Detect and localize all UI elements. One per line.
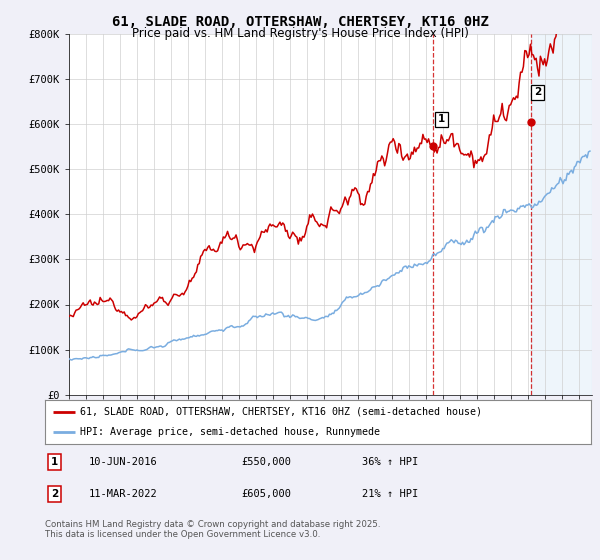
Text: 10-JUN-2016: 10-JUN-2016 xyxy=(89,457,157,467)
Text: 21% ↑ HPI: 21% ↑ HPI xyxy=(362,489,418,500)
Text: 2: 2 xyxy=(51,489,58,500)
Text: £605,000: £605,000 xyxy=(242,489,292,500)
Text: 61, SLADE ROAD, OTTERSHAW, CHERTSEY, KT16 0HZ (semi-detached house): 61, SLADE ROAD, OTTERSHAW, CHERTSEY, KT1… xyxy=(80,407,482,417)
Text: 61, SLADE ROAD, OTTERSHAW, CHERTSEY, KT16 0HZ: 61, SLADE ROAD, OTTERSHAW, CHERTSEY, KT1… xyxy=(112,15,488,29)
Text: Contains HM Land Registry data © Crown copyright and database right 2025.
This d: Contains HM Land Registry data © Crown c… xyxy=(45,520,380,539)
Text: 1: 1 xyxy=(438,114,445,124)
Text: 11-MAR-2022: 11-MAR-2022 xyxy=(89,489,157,500)
Text: Price paid vs. HM Land Registry's House Price Index (HPI): Price paid vs. HM Land Registry's House … xyxy=(131,27,469,40)
Text: 2: 2 xyxy=(534,87,541,97)
Text: 36% ↑ HPI: 36% ↑ HPI xyxy=(362,457,418,467)
Bar xyxy=(531,34,592,395)
Text: HPI: Average price, semi-detached house, Runnymede: HPI: Average price, semi-detached house,… xyxy=(80,427,380,437)
Text: 1: 1 xyxy=(51,457,58,467)
Text: £550,000: £550,000 xyxy=(242,457,292,467)
